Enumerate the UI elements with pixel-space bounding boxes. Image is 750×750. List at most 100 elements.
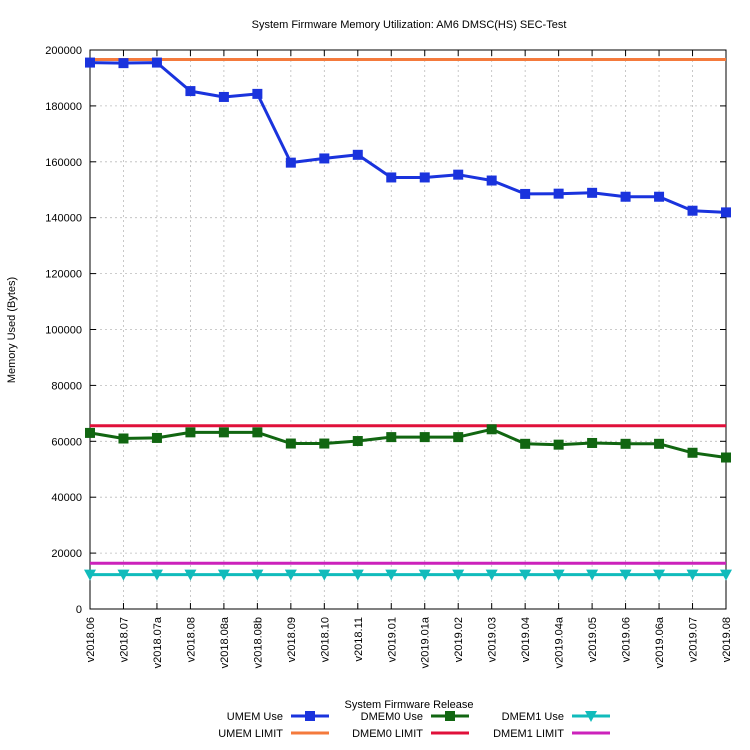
- y-tick-label: 140000: [45, 213, 82, 225]
- x-tick-label: v2018.08b: [252, 617, 264, 668]
- x-tick-label: v2018.06: [85, 617, 97, 662]
- y-axis: 0 20000 40000 60000 80000 100000 120000 140000 1…: [45, 45, 726, 616]
- data-point-dmem0-use: [520, 438, 531, 449]
- y-tick-label: 200000: [45, 45, 82, 57]
- data-point-umem-use: [352, 149, 363, 160]
- data-point-umem-use: [486, 175, 497, 186]
- data-point-dmem0-use: [453, 432, 464, 443]
- data-point-dmem0-use: [185, 427, 196, 438]
- x-tick-label: v2019.06: [621, 617, 633, 662]
- series-layer: [84, 57, 732, 581]
- legend-label-dmem0-limit: DMEM0 LIMIT: [352, 728, 423, 740]
- x-tick-label: v2019.04a: [554, 616, 566, 668]
- legend: UMEM Use DMEM0 Use DMEM1 Use UMEM LIMIT DMEM…: [218, 711, 610, 740]
- y-tick-label: 100000: [45, 325, 82, 337]
- x-tick-label: v2018.11: [353, 617, 365, 661]
- legend-marker-dmem1-use: [585, 711, 597, 722]
- data-point-dmem0-use: [319, 438, 330, 449]
- data-point-dmem0-use: [654, 438, 665, 449]
- x-tick-label: v2019.03: [487, 617, 499, 662]
- data-point-umem-use: [419, 172, 430, 183]
- data-point-umem-use: [85, 57, 95, 68]
- data-point-dmem1-use: [251, 569, 264, 581]
- data-point-umem-use: [118, 58, 129, 69]
- data-point-dmem1-use: [351, 569, 364, 581]
- x-tick-label: v2018.07: [118, 617, 130, 662]
- y-tick-label: 20000: [51, 548, 82, 560]
- data-point-dmem1-use: [318, 569, 331, 581]
- y-tick-label: 40000: [51, 492, 82, 504]
- data-point-dmem1-use: [385, 569, 398, 581]
- data-point-dmem0-use: [352, 436, 363, 447]
- data-point-dmem0-use: [386, 432, 397, 443]
- legend-label-umem-limit: UMEM LIMIT: [218, 728, 283, 740]
- data-point-dmem0-use: [687, 447, 698, 458]
- data-point-umem-use: [620, 191, 631, 202]
- x-tick-label: v2019.06a: [654, 616, 666, 668]
- data-point-umem-use: [553, 188, 564, 199]
- data-point-dmem0-use: [151, 432, 162, 443]
- data-point-dmem1-use: [552, 569, 565, 581]
- data-point-dmem1-use: [653, 569, 666, 581]
- legend-label-umem-use: UMEM Use: [227, 711, 283, 723]
- data-point-dmem1-use: [720, 569, 732, 581]
- data-point-dmem0-use: [587, 437, 598, 448]
- series-umem-use: [85, 57, 731, 218]
- data-point-umem-use: [151, 57, 162, 68]
- data-point-umem-use: [721, 207, 731, 218]
- series-line-dmem0-use: [89, 427, 727, 459]
- x-axis-label: System Firmware Release: [345, 699, 474, 711]
- data-point-dmem1-use: [586, 569, 599, 581]
- data-point-umem-use: [285, 157, 296, 168]
- data-point-dmem1-use: [284, 569, 297, 581]
- data-point-umem-use: [654, 191, 665, 202]
- series-dmem1-use: [84, 569, 732, 581]
- data-point-dmem0-use: [218, 427, 229, 438]
- legend-label-dmem1-use: DMEM1 Use: [502, 711, 564, 723]
- x-tick-label: v2019.08: [721, 617, 733, 662]
- data-point-umem-use: [185, 86, 196, 97]
- data-point-umem-use: [386, 172, 397, 183]
- data-point-dmem1-use: [519, 569, 532, 581]
- y-axis-label: Memory Used (Bytes): [6, 277, 18, 383]
- data-point-dmem0-use: [85, 427, 95, 438]
- data-point-dmem0-use: [721, 452, 731, 463]
- legend-label-dmem0-use: DMEM0 Use: [361, 711, 423, 723]
- data-point-umem-use: [453, 169, 464, 180]
- data-point-umem-use: [319, 153, 330, 164]
- legend-label-dmem1-limit: DMEM1 LIMIT: [493, 728, 564, 740]
- data-point-umem-use: [218, 91, 229, 102]
- data-point-dmem0-use: [252, 427, 263, 438]
- x-tick-label: v2018.10: [319, 617, 331, 662]
- data-point-dmem1-use: [117, 569, 130, 581]
- y-tick-label: 180000: [45, 101, 82, 113]
- data-point-dmem0-use: [419, 432, 430, 443]
- x-tick-label: v2019.04: [520, 617, 532, 662]
- data-point-umem-use: [687, 205, 698, 216]
- x-tick-label: v2019.01: [386, 617, 398, 662]
- data-point-dmem0-use: [285, 438, 296, 449]
- x-tick-label: v2018.07a: [152, 616, 164, 668]
- x-tick-label: v2018.09: [286, 617, 298, 662]
- data-point-dmem1-use: [619, 569, 632, 581]
- data-point-dmem1-use: [485, 569, 498, 581]
- data-point-dmem1-use: [184, 569, 197, 581]
- y-tick-label: 160000: [45, 157, 82, 169]
- data-point-umem-use: [520, 188, 531, 199]
- y-tick-label: 0: [76, 604, 82, 616]
- data-point-dmem1-use: [84, 569, 96, 581]
- y-tick-label: 120000: [45, 269, 82, 281]
- x-tick-label: v2018.08: [185, 617, 197, 662]
- x-tick-label: v2019.01a: [420, 616, 432, 668]
- data-point-dmem0-use: [118, 433, 129, 444]
- x-tick-label: v2019.07: [688, 617, 700, 662]
- data-point-dmem1-use: [686, 569, 699, 581]
- data-point-dmem0-use: [486, 424, 497, 435]
- series-dmem0-use: [85, 424, 731, 463]
- data-point-dmem1-use: [452, 569, 465, 581]
- chart-title: System Firmware Memory Utilization: AM6 …: [252, 19, 567, 31]
- y-tick-label: 60000: [51, 436, 82, 448]
- data-point-dmem0-use: [620, 438, 631, 449]
- legend-marker-umem-use: [305, 711, 315, 721]
